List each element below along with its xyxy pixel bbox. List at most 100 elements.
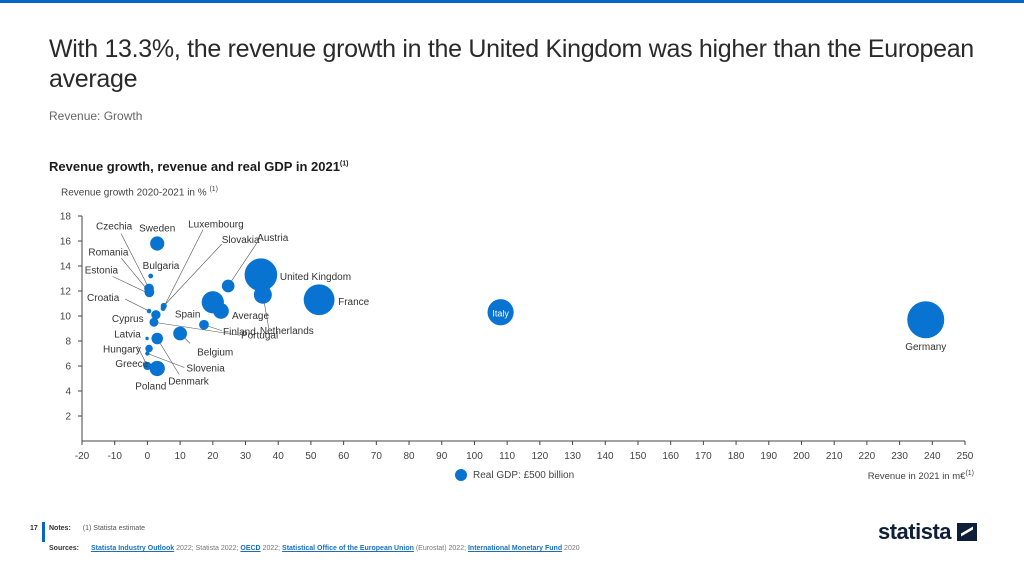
bubble-latvia bbox=[145, 336, 149, 341]
y-tick-label: 12 bbox=[60, 287, 72, 298]
x-tick-label: 250 bbox=[957, 451, 974, 462]
source-link[interactable]: Statista Industry Outlook bbox=[90, 545, 175, 552]
y-tick-label: 14 bbox=[60, 262, 72, 273]
source-text: (Eurostat) 2022; bbox=[413, 545, 468, 552]
x-axis-label-footnote: (1) bbox=[965, 470, 974, 477]
sources: Sources: Statista Industry Outlook 2022; … bbox=[49, 545, 580, 552]
bubble-slovenia bbox=[145, 351, 150, 356]
notes-text: (1) Statista estimate bbox=[82, 525, 146, 532]
bubble-label: Greece bbox=[115, 359, 148, 370]
leader-line bbox=[124, 298, 150, 312]
bubble-cyprus bbox=[151, 310, 161, 320]
chart-title: Revenue growth, revenue and real GDP in … bbox=[49, 159, 348, 174]
y-tick-label: 2 bbox=[65, 412, 71, 423]
bubble-label: Spain bbox=[175, 309, 201, 320]
leader-line bbox=[112, 276, 149, 294]
x-tick-label: 140 bbox=[597, 451, 614, 462]
x-tick-label: 180 bbox=[728, 451, 745, 462]
y-tick-label: 4 bbox=[65, 387, 71, 398]
footer-accent-bar bbox=[42, 522, 45, 542]
x-tick-label: 210 bbox=[826, 451, 843, 462]
x-tick-label: 20 bbox=[207, 451, 219, 462]
bubble-france bbox=[303, 284, 335, 316]
bubble-label: Bulgaria bbox=[143, 261, 180, 272]
x-tick-label: 130 bbox=[564, 451, 581, 462]
bubble-label: Slovenia bbox=[186, 364, 225, 375]
bubble-label: Average bbox=[232, 311, 270, 322]
bubble-label: Finland bbox=[223, 327, 256, 338]
bubble-finland bbox=[199, 319, 209, 330]
leader-line bbox=[147, 353, 185, 368]
bubble-italy bbox=[487, 299, 514, 326]
bubble-label: Croatia bbox=[87, 293, 120, 304]
x-tick-label: 150 bbox=[630, 451, 647, 462]
bubble-slovakia bbox=[160, 302, 167, 310]
bubble-portugal bbox=[149, 317, 159, 327]
x-tick-label: 60 bbox=[338, 451, 350, 462]
legend-bubble-icon bbox=[455, 469, 467, 481]
x-axis-label-text: Revenue in 2021 in m€ bbox=[867, 471, 966, 483]
y-tick-label: 6 bbox=[65, 362, 71, 373]
bubble-united-kingdom bbox=[244, 258, 278, 292]
bubble-bulgaria bbox=[148, 273, 154, 279]
x-tick-label: 100 bbox=[466, 451, 483, 462]
bubble-label: Belgium bbox=[197, 348, 233, 359]
bubble-austria bbox=[221, 279, 235, 293]
bubble-label: Italy bbox=[492, 308, 509, 318]
statista-logo: statista bbox=[878, 519, 978, 545]
page-number: 17 bbox=[30, 525, 38, 532]
x-tick-label: 40 bbox=[273, 451, 285, 462]
y-tick-label: 8 bbox=[65, 337, 71, 348]
bubble-denmark bbox=[151, 332, 163, 345]
x-tick-label: 90 bbox=[436, 451, 448, 462]
y-axis-label-text: Revenue growth 2020-2021 in % bbox=[61, 187, 207, 199]
bubble-average bbox=[213, 303, 229, 319]
source-link[interactable]: Statistical Office of the European Union bbox=[282, 545, 414, 552]
bubble-label: Latvia bbox=[114, 330, 141, 341]
bubble-sweden bbox=[150, 236, 165, 251]
x-tick-label: 70 bbox=[371, 451, 383, 462]
source-text: 2022; Statista 2022; bbox=[174, 545, 241, 552]
bubble-label: Netherlands bbox=[260, 326, 314, 337]
y-axis-label: Revenue growth 2020-2021 in % (1) bbox=[61, 186, 218, 198]
chart-title-footnote: (1) bbox=[339, 160, 349, 168]
x-tick-label: 30 bbox=[240, 451, 252, 462]
source-link[interactable]: International Monetary Fund bbox=[467, 545, 563, 552]
bubble-label: Austria bbox=[257, 233, 289, 244]
bubble-croatia bbox=[146, 308, 152, 314]
bubble-label: France bbox=[338, 297, 370, 308]
legend: Real GDP: £500 billion bbox=[455, 469, 574, 481]
x-tick-label: 220 bbox=[859, 451, 876, 462]
logo-mark-icon bbox=[957, 523, 978, 541]
y-axis-label-footnote: (1) bbox=[209, 186, 218, 193]
x-tick-label: 0 bbox=[145, 451, 151, 462]
y-tick-label: 10 bbox=[60, 312, 72, 323]
x-tick-label: 200 bbox=[793, 451, 810, 462]
bubble-label: Denmark bbox=[168, 377, 210, 388]
sources-list: Statista Industry Outlook 2022; Statista… bbox=[91, 545, 580, 552]
x-tick-label: 120 bbox=[532, 451, 549, 462]
leader-line bbox=[227, 240, 259, 287]
leader-line bbox=[163, 243, 222, 307]
notes-label: Notes: bbox=[49, 525, 71, 532]
bubble-label: Cyprus bbox=[112, 314, 144, 325]
leader-line bbox=[153, 321, 240, 336]
bubble-greece bbox=[143, 361, 152, 371]
leader-line bbox=[162, 229, 204, 309]
bubble-label: United Kingdom bbox=[280, 272, 351, 283]
source-link[interactable]: OECD bbox=[240, 545, 261, 552]
bubble-netherlands bbox=[253, 285, 272, 304]
x-tick-label: 80 bbox=[403, 451, 415, 462]
bubble-label: Czechia bbox=[96, 222, 133, 233]
x-tick-label: 160 bbox=[662, 451, 679, 462]
bubble-hungary bbox=[145, 344, 153, 353]
x-tick-label: 240 bbox=[924, 451, 941, 462]
leader-line bbox=[156, 338, 180, 375]
x-tick-label: 230 bbox=[891, 451, 908, 462]
bubble-label: Luxembourg bbox=[188, 220, 244, 231]
bubble-label: Estonia bbox=[85, 266, 119, 277]
top-accent-bar bbox=[0, 0, 1024, 3]
sources-label: Sources: bbox=[49, 545, 79, 552]
logo-text: statista bbox=[878, 519, 952, 544]
